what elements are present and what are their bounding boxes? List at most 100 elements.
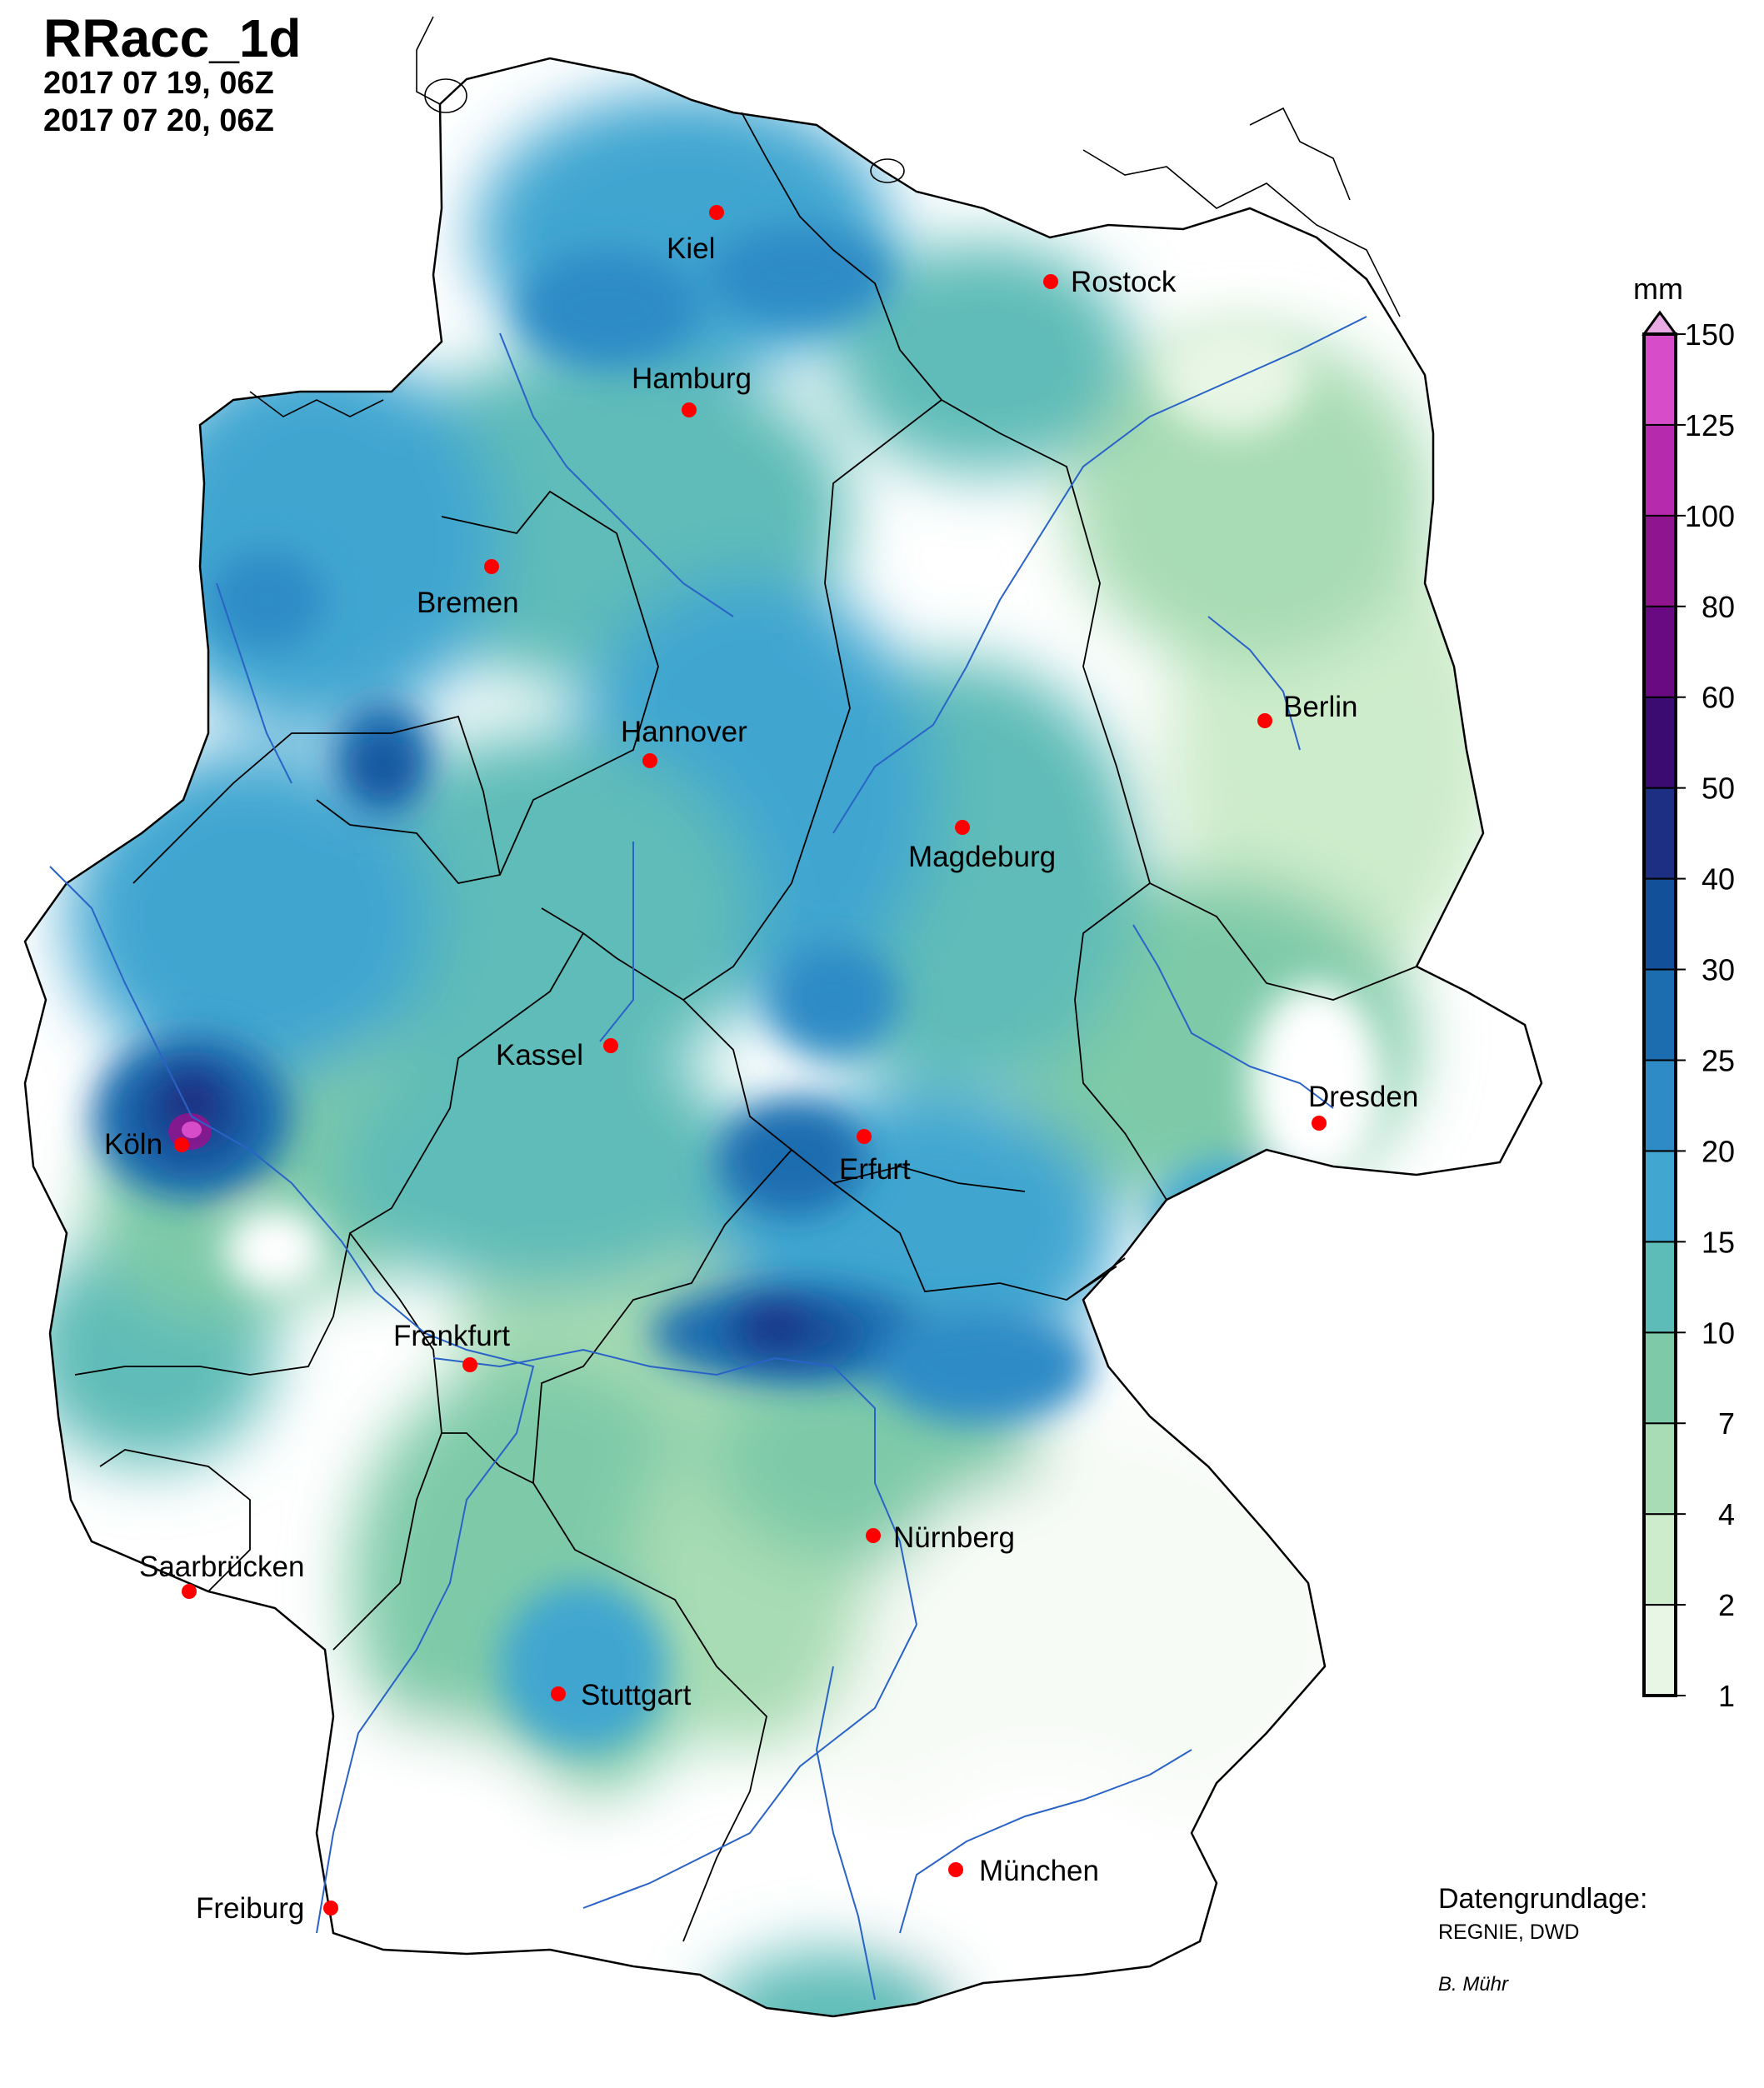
city-dot bbox=[603, 1038, 618, 1053]
city-markers: Kiel Rostock Hamburg Bremen Hannover Berlin Ma… bbox=[104, 205, 1418, 1925]
source-author: B. Mühr bbox=[1438, 1973, 1509, 1996]
colorbar-segment bbox=[1643, 605, 1677, 698]
state-borders bbox=[74, 112, 1417, 1942]
source-text: REGNIE, DWD bbox=[1438, 1921, 1580, 1944]
city-label: Berlin bbox=[1283, 691, 1357, 723]
city-marker-group: Stuttgart bbox=[551, 1679, 692, 1711]
period-start: 2017 07 19, 06Z bbox=[43, 66, 274, 101]
city-marker-group: Bremen bbox=[417, 559, 519, 619]
city-marker-group: Magdeburg bbox=[908, 820, 1056, 873]
colorbar-segment bbox=[1643, 514, 1677, 607]
city-label: Kassel bbox=[496, 1039, 583, 1071]
city-label: Magdeburg bbox=[908, 841, 1056, 873]
colorbar-tick-label: 60 bbox=[1702, 681, 1735, 715]
colorbar-segment bbox=[1643, 1241, 1677, 1334]
colorbar-tick-label: 20 bbox=[1702, 1134, 1735, 1168]
colorbar-tick-label: 7 bbox=[1718, 1406, 1735, 1441]
colorbar-tick-label: 50 bbox=[1702, 772, 1735, 806]
colorbar-segment bbox=[1643, 333, 1677, 426]
colorbar-tick-label: 30 bbox=[1702, 953, 1735, 987]
city-label: Nürnberg bbox=[893, 1521, 1015, 1554]
city-dot bbox=[857, 1129, 872, 1144]
germany-border bbox=[23, 57, 1543, 2018]
city-marker-group: Frankfurt bbox=[393, 1320, 510, 1372]
city-dot bbox=[484, 559, 499, 574]
colorbar-tick-label: 80 bbox=[1702, 590, 1735, 624]
city-dot bbox=[955, 820, 970, 835]
city-dot bbox=[462, 1357, 477, 1372]
city-label: Frankfurt bbox=[393, 1320, 510, 1352]
city-label: Rostock bbox=[1071, 266, 1177, 298]
colorbar-segment bbox=[1643, 968, 1677, 1061]
colorbar-frame bbox=[1642, 332, 1677, 1697]
city-label: Saarbrücken bbox=[139, 1551, 304, 1583]
city-dot bbox=[1043, 274, 1058, 289]
colorbar: 1 2 4 7 10 15 20 25 30 40 50 60 80 100 125 150 bbox=[1642, 310, 1735, 1713]
colorbar-segment bbox=[1643, 1513, 1677, 1606]
colorbar-tick-label: 150 bbox=[1685, 317, 1735, 352]
city-dot bbox=[182, 1584, 197, 1599]
city-label: Kiel bbox=[667, 232, 715, 265]
colorbar-segment bbox=[1643, 696, 1677, 789]
colorbar-tick-label: 2 bbox=[1718, 1588, 1735, 1622]
colorbar-segment bbox=[1643, 1604, 1677, 1696]
map-title-block: RRacc_1d 2017 07 19, 06Z 2017 07 20, 06Z bbox=[43, 12, 302, 140]
colorbar-segment bbox=[1643, 1059, 1677, 1152]
city-dot bbox=[642, 753, 657, 768]
city-label: Erfurt bbox=[839, 1153, 911, 1186]
colorbar-tick-label: 10 bbox=[1702, 1316, 1735, 1350]
city-dot bbox=[682, 402, 697, 417]
colorbar-segment bbox=[1643, 1150, 1677, 1243]
city-label: Hannover bbox=[621, 716, 747, 748]
city-label: Köln bbox=[104, 1128, 162, 1161]
source-block: Datengrundlage: REGNIE, DWD B. Mühr bbox=[1438, 1883, 1647, 1996]
city-marker-group: Kassel bbox=[496, 1038, 618, 1071]
city-dot bbox=[948, 1862, 963, 1877]
colorbar-tick-label: 125 bbox=[1685, 408, 1735, 442]
legend-unit: mm bbox=[1633, 272, 1683, 306]
city-marker-group: Dresden bbox=[1308, 1081, 1418, 1131]
city-dot bbox=[709, 205, 724, 220]
rivers bbox=[49, 316, 1367, 2001]
coastline bbox=[249, 16, 1401, 417]
colorbar-tick-label: 15 bbox=[1702, 1225, 1735, 1259]
city-marker-group: Köln bbox=[104, 1128, 189, 1161]
city-dot bbox=[1257, 713, 1272, 728]
map-title: RRacc_1d bbox=[43, 8, 302, 68]
colorbar-tick-label: 1 bbox=[1718, 1679, 1735, 1713]
city-dot bbox=[551, 1686, 566, 1701]
colorbar-segment bbox=[1643, 423, 1677, 517]
city-marker-group: Nürnberg bbox=[866, 1521, 1015, 1554]
colorbar-tick-label: 25 bbox=[1702, 1043, 1735, 1077]
city-marker-group: Hannover bbox=[621, 716, 747, 768]
city-label: München bbox=[979, 1855, 1099, 1887]
city-marker-group: Saarbrücken bbox=[139, 1551, 304, 1599]
colorbar-tick-label: 100 bbox=[1685, 499, 1735, 533]
colorbar-segment bbox=[1643, 877, 1677, 971]
city-dot bbox=[174, 1137, 189, 1152]
city-marker-group: Erfurt bbox=[839, 1129, 911, 1186]
city-dot bbox=[1312, 1116, 1327, 1131]
city-dot bbox=[866, 1528, 881, 1543]
city-label: Stuttgart bbox=[581, 1679, 692, 1711]
city-marker-group: Kiel bbox=[667, 205, 724, 265]
colorbar-segment bbox=[1643, 1422, 1677, 1516]
city-label: Freiburg bbox=[196, 1892, 304, 1925]
city-label: Bremen bbox=[417, 587, 519, 619]
city-marker-group: Berlin bbox=[1257, 691, 1357, 728]
city-marker-group: Hamburg bbox=[632, 362, 752, 417]
colorbar-extend-arrow bbox=[1642, 310, 1678, 336]
colorbar-tick-label: 40 bbox=[1702, 862, 1735, 897]
colorbar-segment bbox=[1643, 1331, 1677, 1425]
colorbar-segment bbox=[1643, 787, 1677, 880]
city-label: Dresden bbox=[1308, 1081, 1418, 1113]
city-label: Hamburg bbox=[632, 362, 752, 395]
city-dot bbox=[323, 1901, 338, 1916]
source-title: Datengrundlage: bbox=[1438, 1883, 1648, 1915]
city-marker-group: Rostock bbox=[1043, 266, 1177, 298]
city-marker-group: Freiburg bbox=[196, 1892, 338, 1925]
colorbar-tick-label: 4 bbox=[1718, 1497, 1735, 1531]
city-marker-group: München bbox=[948, 1855, 1099, 1887]
